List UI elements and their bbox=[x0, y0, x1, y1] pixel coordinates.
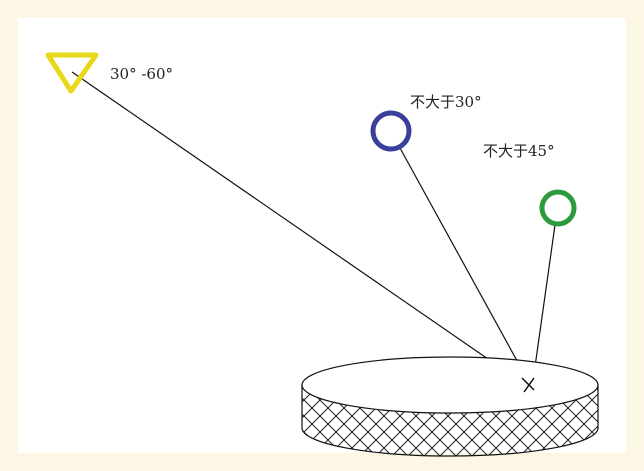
ray-yellow bbox=[71, 71, 531, 389]
label: 不大于30° bbox=[410, 93, 482, 111]
blue-circle bbox=[370, 110, 412, 152]
convergence bbox=[523, 377, 535, 393]
ray-green bbox=[531, 224, 556, 389]
green-circle bbox=[539, 189, 577, 227]
label: 30° -60° bbox=[110, 65, 173, 83]
yellow-triangle bbox=[45, 52, 99, 94]
label: 不大于45° bbox=[483, 142, 555, 160]
ray-blue bbox=[399, 147, 533, 389]
convergence bbox=[521, 377, 535, 391]
disc-top bbox=[301, 356, 599, 414]
